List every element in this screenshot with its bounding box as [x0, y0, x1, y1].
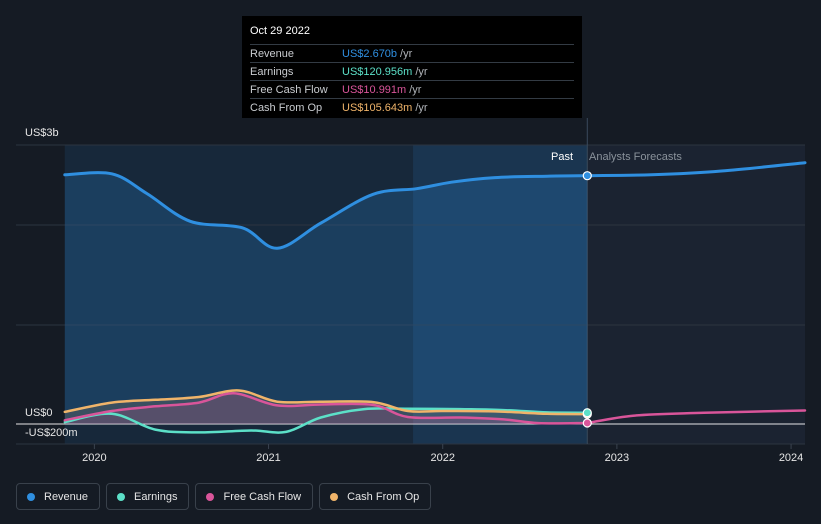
highlight-region: [413, 145, 588, 444]
tooltip-value: US$105.643m: [342, 101, 413, 114]
tooltip-row-cash-from-op: Cash From Op US$105.643m /yr: [250, 98, 574, 116]
forecast-region: [587, 145, 805, 444]
tooltip-unit: /yr: [409, 83, 422, 96]
free-cash-flow-line: [63, 392, 589, 425]
series-markers: [582, 171, 592, 428]
series-areas: [64, 172, 588, 424]
free-cash-flow-forecast-line: [586, 409, 807, 425]
y-tick-label-negative: -US$200m: [25, 427, 78, 439]
past-label: Past: [551, 151, 573, 163]
earnings-dot-icon: [117, 492, 126, 501]
tooltip-label: Cash From Op: [250, 101, 323, 114]
legend-item-revenue[interactable]: Revenue: [16, 483, 101, 510]
tooltip-label: Free Cash Flow: [250, 83, 328, 96]
earnings-line: [63, 407, 589, 434]
chart-legend: Revenue Earnings Free Cash Flow Cash Fro…: [16, 483, 432, 510]
tooltip-unit: /yr: [415, 101, 428, 114]
cash-from-op-line: [63, 389, 589, 416]
tooltip-row-free-cash-flow: Free Cash Flow US$10.991m /yr: [250, 80, 574, 98]
legend-label: Cash From Op: [347, 490, 420, 503]
revenue-forecast-line: [585, 161, 807, 178]
cash-from-op-dot-icon: [330, 492, 339, 501]
legend-label: Revenue: [44, 490, 89, 503]
legend-item-cash-from-op[interactable]: Cash From Op: [319, 483, 432, 510]
free-cash-flow-marker: [582, 418, 592, 428]
revenue-dot-icon: [27, 492, 35, 501]
legend-label: Earnings: [134, 490, 178, 503]
tooltip-unit: /yr: [415, 65, 428, 78]
x-tick-label: 2023: [605, 452, 629, 464]
legend-item-free-cash-flow[interactable]: Free Cash Flow: [195, 483, 314, 510]
y-tick-label-top: US$3b: [25, 127, 59, 139]
earnings-marker: [582, 408, 592, 418]
tooltip-label: Earnings: [250, 65, 294, 78]
legend-item-earnings[interactable]: Earnings: [106, 483, 190, 510]
tooltip-value: US$10.991m: [342, 83, 407, 96]
tooltip: Oct 29 2022 Revenue US$2.670b /yr Earnin…: [242, 16, 582, 118]
forecast-label: Analysts Forecasts: [589, 151, 682, 163]
x-tick-label: 2024: [779, 452, 803, 464]
tooltip-row-revenue: Revenue US$2.670b /yr: [250, 44, 574, 62]
tooltip-value: US$2.670b: [342, 47, 398, 60]
cash-from-op-area: [64, 390, 588, 424]
revenue-area: [64, 172, 588, 424]
tooltip-value: US$120.956m: [342, 65, 413, 78]
tooltip-unit: /yr: [400, 47, 413, 60]
y-tick-label-zero: US$0: [25, 407, 53, 419]
legend-label: Free Cash Flow: [223, 490, 302, 503]
x-axis-ticks: 2020 2021 2022 2023 2024: [82, 444, 803, 464]
x-tick-label: 2022: [430, 452, 454, 464]
tooltip-label: Revenue: [250, 47, 295, 60]
revenue-marker: [582, 171, 592, 181]
tooltip-date: Oct 29 2022: [250, 25, 310, 37]
chart-background: [64, 145, 805, 444]
free-cash-flow-area: [64, 393, 588, 424]
x-tick-label: 2021: [256, 452, 280, 464]
tooltip-row-earnings: Earnings US$120.956m /yr: [250, 62, 574, 80]
x-tick-label: 2020: [82, 452, 106, 464]
revenue-line: [63, 171, 589, 250]
chart-gridlines: [16, 118, 805, 445]
series-lines: [63, 161, 807, 434]
free-cash-flow-dot-icon: [206, 492, 215, 501]
